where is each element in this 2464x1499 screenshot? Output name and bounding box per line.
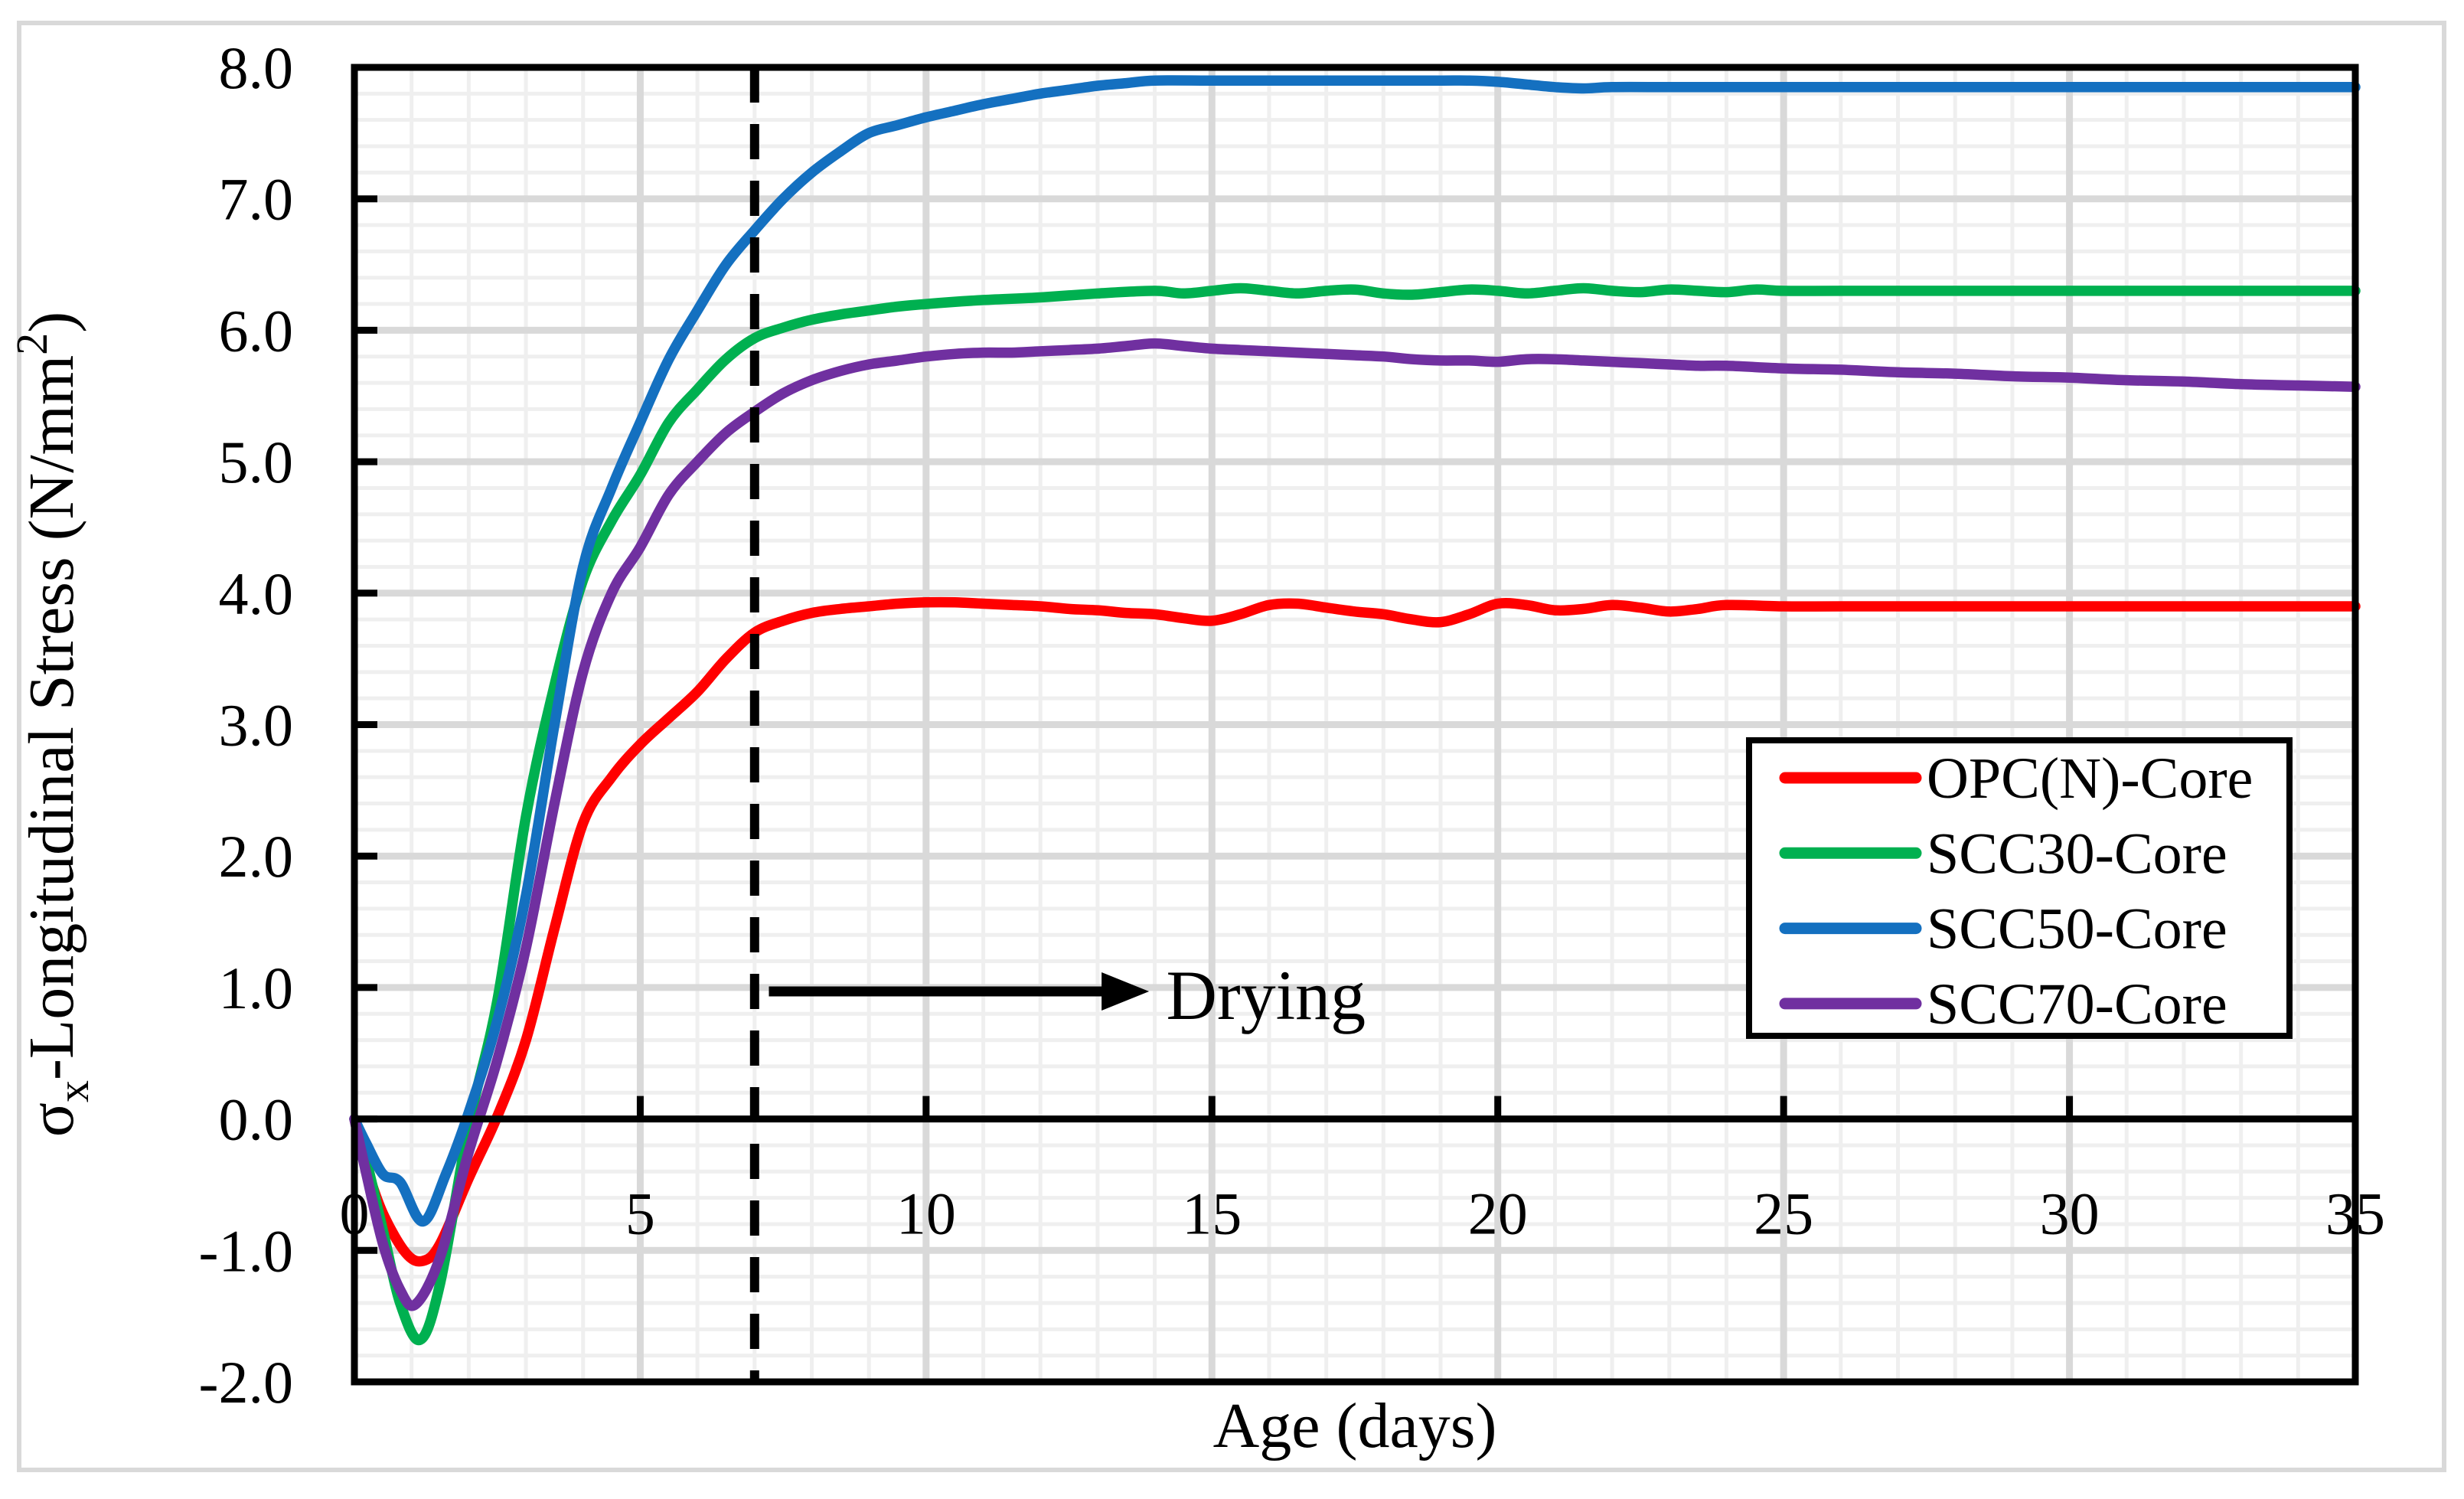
figure-outer-border: [17, 21, 2446, 1472]
legend-label: SCC30-Core: [1927, 821, 2227, 886]
svg-text:8.0: 8.0: [219, 34, 294, 101]
svg-text:-2.0: -2.0: [199, 1349, 293, 1416]
legend-label: OPC(N)-Core: [1927, 746, 2253, 811]
svg-text:7.0: 7.0: [219, 166, 294, 233]
svg-text:30: 30: [2040, 1181, 2100, 1247]
series-line-SCC50-Core: [349, 75, 2361, 1227]
y-tick-labels: -2.0 -1.0 0.0 1.0 2.0 3.0 4.0 5.0 6.0 7.0 8.0: [199, 34, 293, 1416]
series-line-OPC(N)-Core: [349, 596, 2361, 1267]
legend-item-OPC(N)-Core: OPC(N)-Core: [1779, 746, 2253, 811]
svg-text:25: 25: [1754, 1181, 1813, 1247]
svg-text:35: 35: [2325, 1181, 2385, 1247]
series-line-SCC30-Core: [349, 282, 2361, 1346]
series-line-SCC70-Core: [349, 338, 2361, 1311]
svg-text:10: 10: [896, 1181, 956, 1247]
svg-text:20: 20: [1468, 1181, 1528, 1247]
svg-text:6.0: 6.0: [219, 297, 294, 364]
svg-text:5: 5: [625, 1181, 655, 1247]
svg-text:1.0: 1.0: [219, 955, 294, 1021]
legend-item-SCC70-Core: SCC70-Core: [1779, 972, 2227, 1037]
legend-label: SCC70-Core: [1927, 972, 2227, 1037]
legend-item-SCC50-Core: SCC50-Core: [1779, 897, 2227, 962]
svg-text:5.0: 5.0: [219, 429, 294, 495]
drying-label: Drying: [1167, 956, 1366, 1034]
legend-label: SCC50-Core: [1927, 897, 2227, 962]
x-axis-title: Age (days): [1213, 1390, 1497, 1461]
svg-text:0.0: 0.0: [219, 1086, 294, 1153]
minor-gridlines: [354, 67, 2355, 1382]
series-lines: [349, 75, 2361, 1346]
legend: OPC(N)-Core SCC30-Core SCC50-Core SCC70-Cor…: [1746, 737, 2293, 1039]
svg-text:4.0: 4.0: [219, 560, 294, 627]
svg-text:0: 0: [340, 1181, 370, 1247]
x-tick-labels: 0 5 10 15 20 25 30 35: [340, 1181, 2386, 1247]
y-axis-title: σx​-Longitudinal Stress (N/mm2​): [7, 312, 98, 1138]
svg-text:-1.0: -1.0: [199, 1217, 293, 1284]
svg-text:15: 15: [1182, 1181, 1242, 1247]
svg-text:3.0: 3.0: [219, 692, 294, 759]
axis-ticks: [354, 195, 2359, 1254]
svg-text:2.0: 2.0: [219, 823, 294, 890]
drying-arrow-icon: [769, 972, 1150, 1011]
legend-item-SCC30-Core: SCC30-Core: [1779, 821, 2227, 886]
